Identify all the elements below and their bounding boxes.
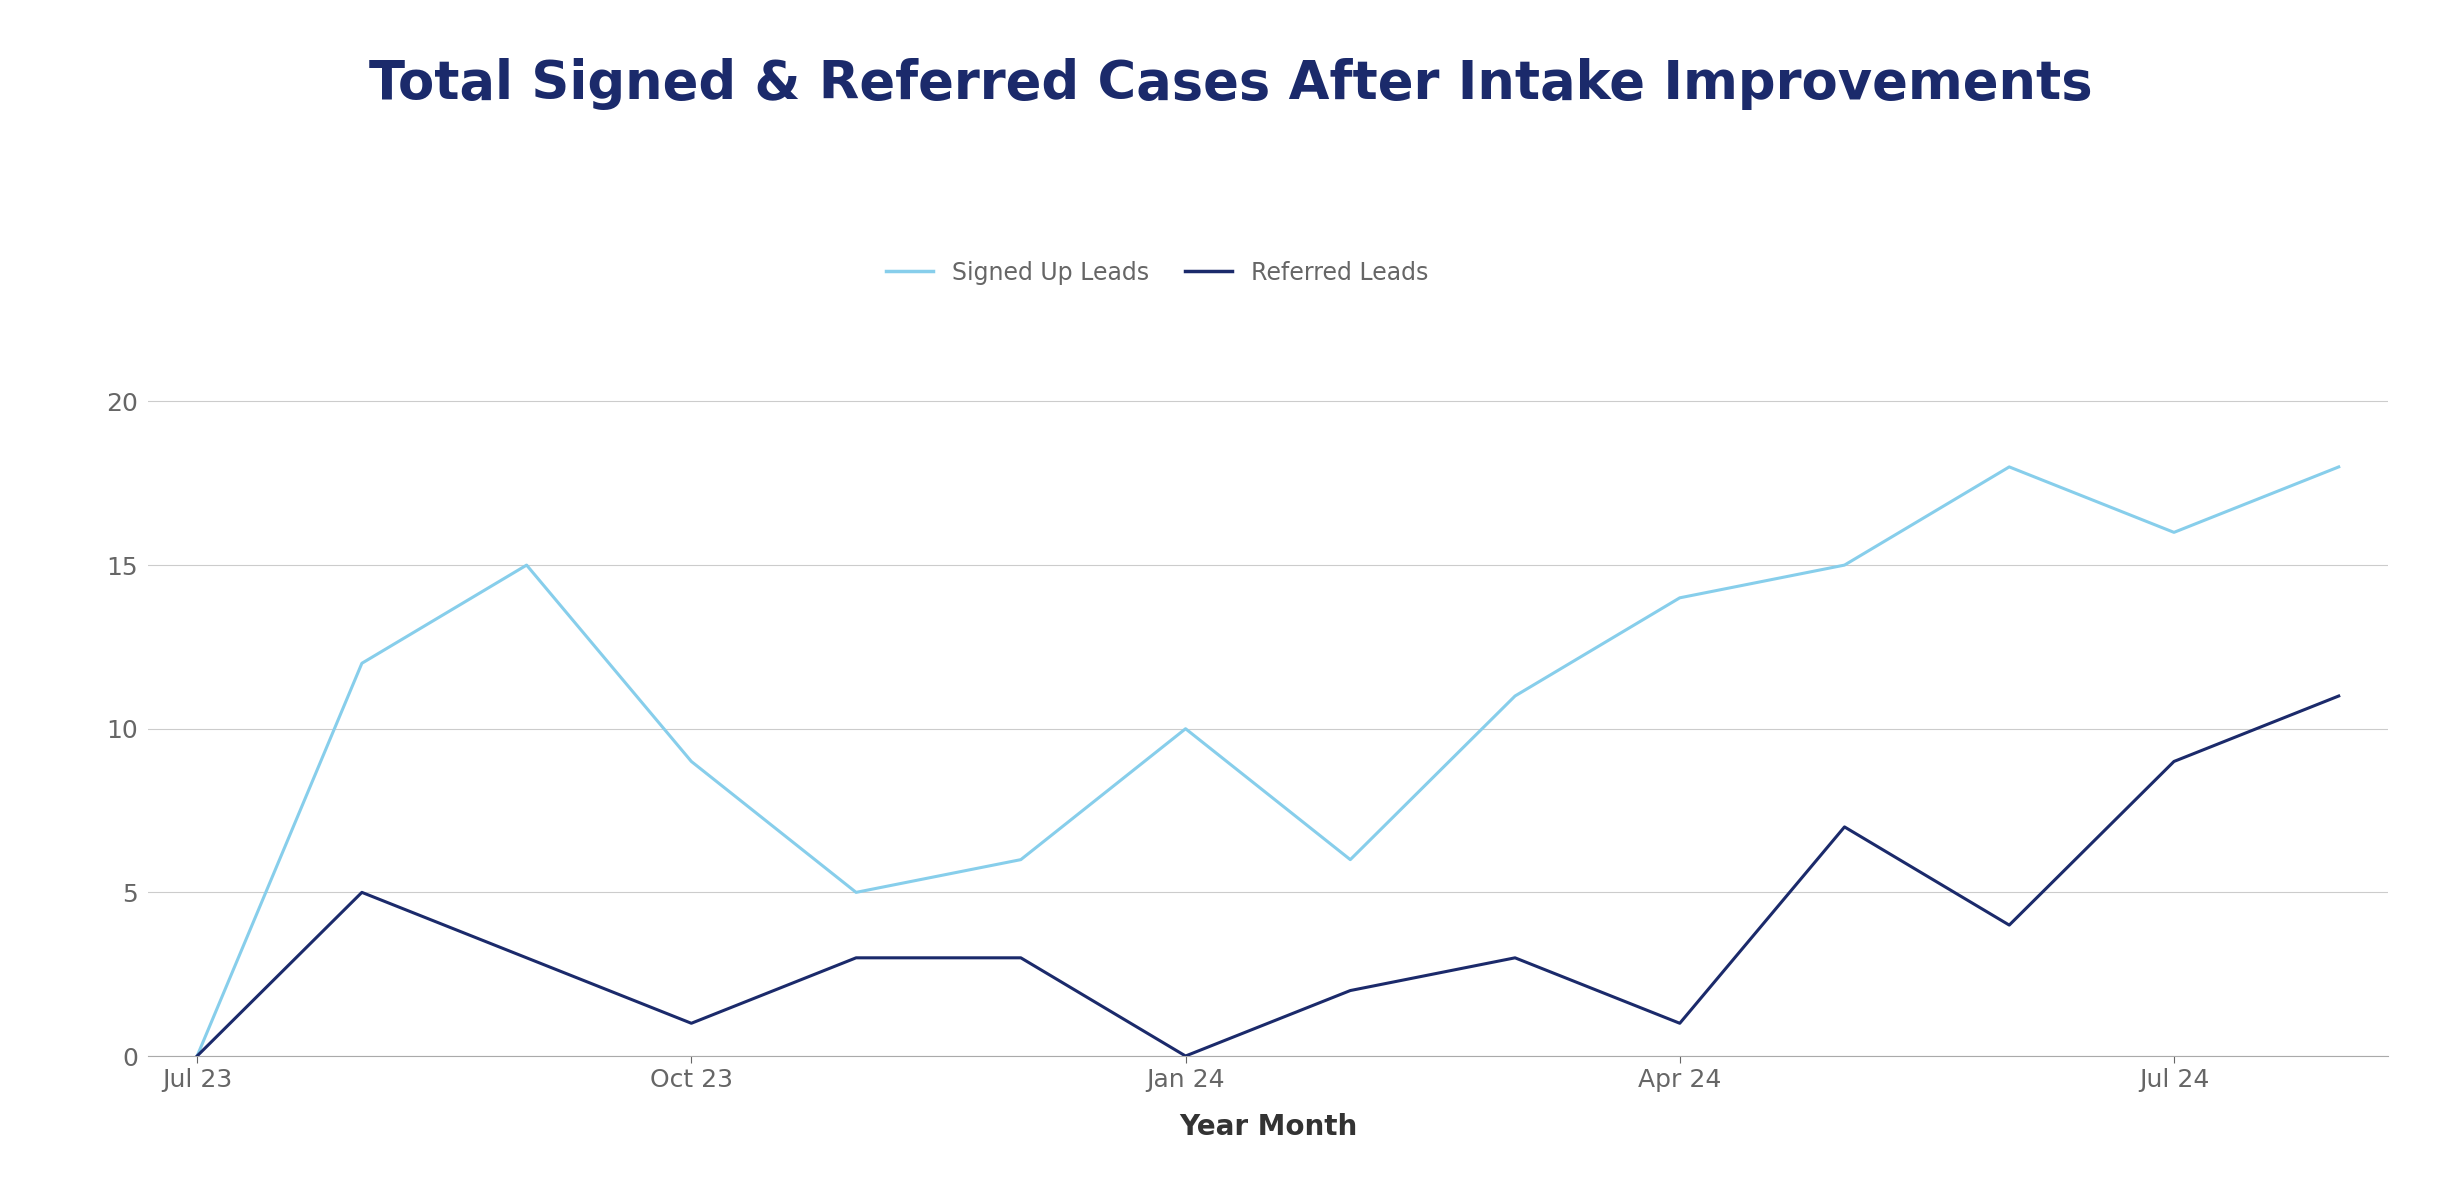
X-axis label: Year Month: Year Month bbox=[1179, 1112, 1357, 1141]
Text: Total Signed & Referred Cases After Intake Improvements: Total Signed & Referred Cases After Inta… bbox=[369, 58, 2093, 110]
Legend: Signed Up Leads, Referred Leads: Signed Up Leads, Referred Leads bbox=[876, 252, 1438, 295]
